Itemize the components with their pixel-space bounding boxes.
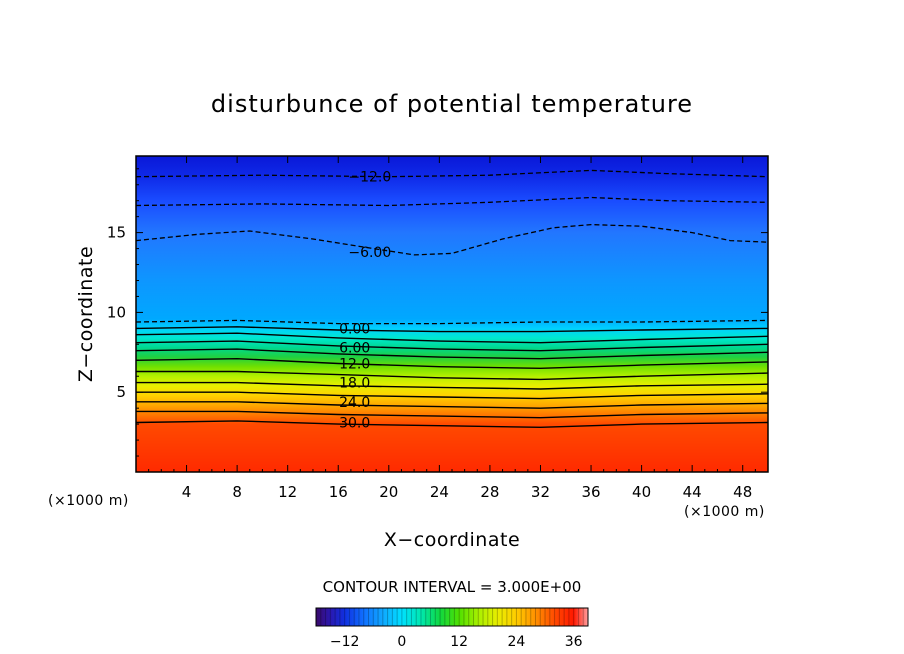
x-tick-label-6: 28 — [480, 483, 499, 501]
contour-line-14 — [136, 420, 768, 429]
contour-label-6: 24.0 — [339, 395, 370, 411]
y-unit-label: (×1000 m) — [48, 493, 129, 509]
contour-line-5 — [136, 332, 768, 344]
x-tick-label-5: 24 — [430, 483, 449, 501]
colorbar-tick-label-4: 36 — [565, 634, 583, 650]
x-tick-label-4: 20 — [379, 483, 398, 501]
contour-label-3: 6.00 — [339, 341, 370, 357]
y-tick-label-1: 10 — [107, 303, 126, 321]
x-tick-label-10: 44 — [683, 483, 702, 501]
y-tick-label-0: 5 — [116, 383, 126, 401]
contour-label-4: 12.0 — [339, 357, 370, 373]
x-tick-label-1: 8 — [232, 483, 242, 501]
colorbar-tick-label-3: 24 — [508, 634, 526, 650]
contour-line-10 — [136, 381, 768, 390]
x-tick-label-11: 48 — [733, 483, 752, 501]
x-tick-label-8: 36 — [581, 483, 600, 501]
x-tick-label-3: 16 — [329, 483, 348, 501]
x-tick-label-9: 40 — [632, 483, 651, 501]
contour-label-2: 0.00 — [339, 321, 370, 337]
colorbar-tick-label-0: −12 — [330, 634, 360, 650]
colorbar-ticks: −12 0 12 24 36 — [330, 634, 583, 650]
contour-line-1 — [136, 196, 768, 207]
chart-title: disturbunce of potential temperature — [211, 90, 693, 118]
contour-interval-label: CONTOUR INTERVAL = 3.000E+00 — [323, 578, 582, 596]
contour-line-6 — [136, 340, 768, 352]
colorbar-tick-label-1: 0 — [397, 634, 406, 650]
colorbar-tick-label-2: 12 — [450, 634, 468, 650]
contour-line-12 — [136, 401, 768, 409]
contour-line-13 — [136, 410, 768, 419]
y-axis: 5 10 15 — [107, 168, 768, 457]
x-tick-label-0: 4 — [182, 483, 192, 501]
x-tick-label-7: 32 — [531, 483, 550, 501]
contour-line-4 — [136, 326, 768, 333]
x-axis-title: X−coordinate — [384, 529, 520, 551]
x-axis: 4 8 12 16 20 24 28 32 36 40 44 48 — [148, 156, 756, 501]
contour-label-0: −12.0 — [348, 170, 391, 186]
contour-label-5: 18.0 — [339, 376, 370, 392]
x-unit-label: (×1000 m) — [684, 504, 765, 520]
contour-line-0 — [136, 169, 768, 178]
contour-line-7 — [136, 348, 768, 360]
y-axis-title: Z−coordinate — [75, 246, 97, 382]
contour-label-1: −6.00 — [348, 245, 391, 261]
colorbar-ramp — [316, 608, 588, 626]
contour-line-11 — [136, 391, 768, 400]
colorbar: −12 0 12 24 36 — [315, 607, 589, 650]
contour-line-9 — [136, 370, 768, 381]
contour-line-8 — [136, 357, 768, 370]
contour-lines — [136, 169, 768, 429]
contour-line-3 — [136, 319, 768, 325]
contour-line-2 — [136, 223, 768, 256]
colorbar-frame — [315, 607, 589, 627]
x-tick-label-2: 12 — [278, 483, 297, 501]
contour-label-7: 30.0 — [339, 416, 370, 432]
colorbar-steps — [320, 608, 584, 626]
color-field — [136, 156, 768, 472]
y-tick-label-2: 15 — [107, 224, 126, 242]
